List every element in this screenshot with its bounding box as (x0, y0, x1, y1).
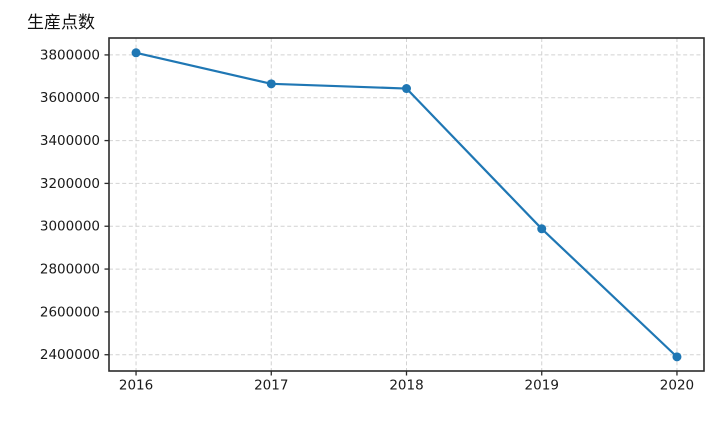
y-axis-tick-label: 3800000 (40, 47, 100, 63)
y-axis-tick-label: 2400000 (40, 347, 100, 363)
grid-lines (109, 38, 704, 371)
axis-tick-labels: 2016 2017 2018 2019 2020 2400000 2600000 280000… (40, 47, 694, 393)
chart-title: 生産点数 (27, 13, 95, 33)
y-axis-tick-label: 3000000 (40, 219, 100, 235)
y-axis-tick-label: 3400000 (40, 133, 100, 149)
y-axis-tick-label: 3600000 (40, 90, 100, 106)
plot-border (108, 37, 705, 372)
y-axis-tick-label: 2800000 (40, 262, 100, 278)
data-point-marker (266, 79, 276, 89)
x-axis-tick-label: 2019 (525, 378, 559, 394)
data-point-marker (537, 224, 547, 234)
data-point-marker (131, 48, 141, 58)
x-axis-tick-label: 2020 (660, 378, 694, 394)
data-point-marker (672, 352, 682, 362)
x-axis-tick-label: 2018 (389, 378, 423, 394)
data-point-marker (402, 84, 411, 94)
x-axis-tick-label: 2017 (254, 378, 288, 394)
x-axis-tick-label: 2016 (119, 378, 153, 394)
y-axis-tick-label: 2600000 (40, 304, 100, 320)
y-axis-tick-label: 3200000 (40, 176, 100, 192)
axis-ticks (104, 54, 678, 376)
